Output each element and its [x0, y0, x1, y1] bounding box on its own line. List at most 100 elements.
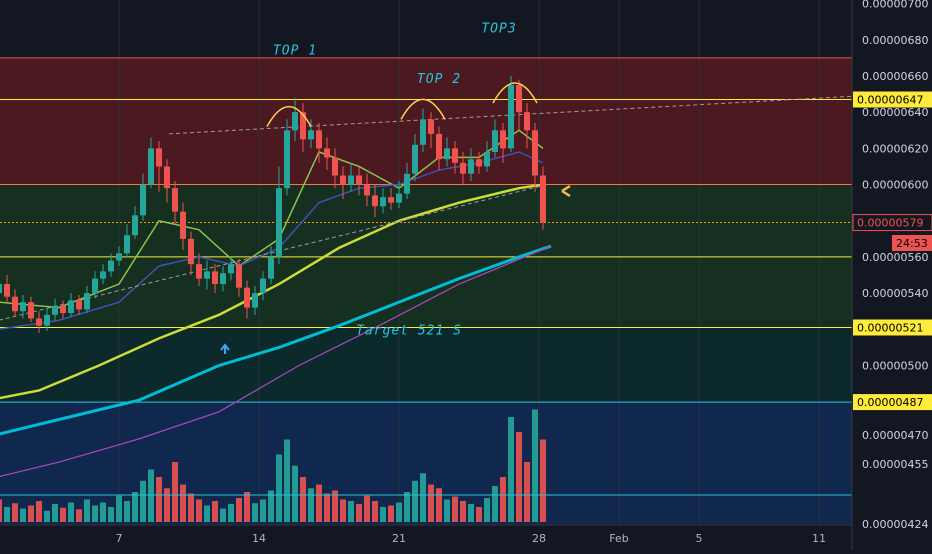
candle-body-58 — [460, 162, 466, 174]
candle-body-27 — [212, 271, 218, 285]
price-tag-bg-3 — [853, 394, 932, 411]
volume-bar-50 — [396, 502, 402, 522]
price-tick-1: 0.00000680 — [862, 34, 928, 47]
volume-bar-43 — [340, 499, 346, 522]
zone-3 — [0, 327, 852, 403]
volume-bar-41 — [324, 493, 330, 522]
candle-body-24 — [188, 238, 194, 265]
price-tag-bg-0 — [853, 91, 932, 108]
candle-body-36 — [284, 130, 290, 189]
volume-bar-24 — [188, 493, 194, 522]
candle-body-65 — [516, 85, 522, 113]
volume-bar-28 — [220, 508, 226, 522]
candle-body-17 — [132, 215, 138, 236]
volume-bar-59 — [468, 504, 474, 522]
candle-body-25 — [196, 264, 202, 279]
volume-bar-12 — [92, 505, 98, 522]
volume-bar-61 — [484, 498, 490, 522]
volume-bar-6 — [44, 510, 50, 522]
volume-bar-21 — [164, 488, 170, 522]
candle-body-0 — [0, 284, 2, 294]
price-tick-0: 0.00000700 — [862, 0, 928, 11]
candle-body-30 — [236, 264, 242, 288]
candle-body-52 — [412, 144, 418, 174]
markers — [220, 184, 571, 354]
volume-bar-18 — [140, 480, 146, 522]
candle-body-59 — [468, 159, 474, 174]
candle-body-57 — [452, 148, 458, 163]
volume-bar-35 — [276, 454, 282, 522]
volume-bars — [0, 409, 546, 522]
volume-bar-23 — [180, 484, 186, 522]
price-tag-0: 0.00000647 — [857, 94, 923, 107]
moving-averages — [0, 129, 552, 477]
price-tick-2: 0.00000660 — [862, 70, 928, 83]
candle-body-35 — [276, 188, 282, 257]
candle-body-10 — [76, 300, 82, 310]
candle-body-28 — [220, 273, 226, 285]
volume-bar-31 — [244, 492, 250, 522]
volume-bar-2 — [12, 503, 18, 522]
price-tick-8: 0.00000500 — [862, 359, 928, 372]
volume-bar-29 — [228, 504, 234, 522]
arrow-left-icon — [561, 184, 571, 198]
candle-body-12 — [92, 278, 98, 294]
candle-body-42 — [332, 157, 338, 176]
candle-body-34 — [268, 256, 274, 279]
volume-bar-51 — [404, 492, 410, 522]
annotation-0: TOP 1 — [273, 43, 317, 58]
date-tick-5: 5 — [696, 532, 703, 545]
volume-bar-66 — [524, 462, 530, 522]
annotation-3: Target 521 S — [356, 324, 462, 339]
annotation-2: TOP3 — [481, 22, 516, 37]
volume-bar-17 — [132, 492, 138, 522]
volume-bar-39 — [308, 488, 314, 522]
volume-bar-45 — [356, 504, 362, 522]
candle-body-26 — [204, 271, 210, 279]
price-tick-9: 0.00000470 — [862, 429, 928, 442]
price-tag-3: 0.00000487 — [857, 396, 923, 409]
volume-bar-15 — [116, 495, 122, 522]
volume-bar-8 — [60, 507, 66, 522]
candle-body-18 — [140, 184, 146, 216]
volume-bar-62 — [492, 486, 498, 522]
price-tick-7: 0.00000540 — [862, 287, 928, 300]
annotation-1: TOP 2 — [417, 72, 461, 87]
volume-bar-9 — [68, 502, 74, 522]
volume-bar-34 — [268, 490, 274, 522]
volume-bar-36 — [284, 439, 290, 522]
volume-bar-30 — [236, 498, 242, 522]
time-axis: 7 14 21 28 Feb 5 11 — [0, 524, 852, 545]
candle-body-6 — [44, 314, 50, 326]
volume-bar-26 — [204, 505, 210, 522]
volume-bar-20 — [156, 477, 162, 522]
price-tick-3: 0.00000640 — [862, 106, 928, 119]
volume-bar-44 — [348, 501, 354, 522]
countdown-bg — [892, 235, 932, 251]
candle-body-64 — [508, 85, 514, 149]
candle-body-53 — [420, 119, 426, 145]
volume-bar-7 — [52, 504, 58, 522]
annotations: TOP 1 TOP 2 TOP3 Target 521 S — [273, 22, 516, 339]
candle-body-23 — [180, 211, 186, 239]
candle-body-66 — [524, 112, 530, 131]
volume-bar-1 — [4, 507, 10, 522]
volume-bar-53 — [420, 473, 426, 522]
moving-average-2 — [0, 183, 544, 400]
volume-bar-55 — [436, 488, 442, 522]
date-tick-3: 28 — [532, 532, 546, 545]
volume-bar-19 — [148, 469, 154, 522]
volume-bar-67 — [532, 409, 538, 522]
candle-body-13 — [100, 271, 106, 279]
moving-average-4 — [0, 245, 552, 477]
volume-bar-3 — [20, 508, 26, 522]
candle-body-20 — [156, 148, 162, 167]
volume-bar-32 — [252, 503, 258, 522]
volume-bar-33 — [260, 499, 266, 522]
volume-bar-68 — [540, 439, 546, 522]
candle-body-2 — [12, 296, 18, 312]
volume-bar-4 — [28, 505, 34, 522]
candle-body-49 — [388, 197, 394, 203]
candle-body-31 — [244, 287, 250, 308]
